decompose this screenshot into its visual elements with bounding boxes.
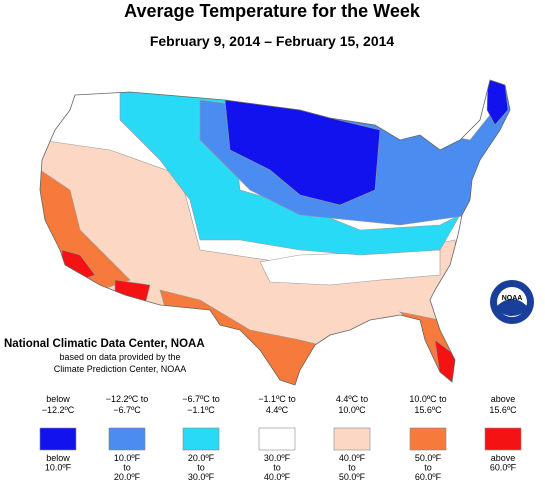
legend-swatch bbox=[484, 427, 522, 451]
credit-org: National Climatic Data Center, NOAA bbox=[4, 338, 205, 350]
logo-text: NOAA bbox=[502, 295, 523, 302]
legend-fahrenheit: 30.0ºF bbox=[264, 453, 291, 463]
legend-celsius: −6.7ºC to bbox=[182, 394, 220, 404]
legend-fahrenheit: 40.0ºF bbox=[264, 472, 291, 482]
subtitle: February 9, 2014 – February 15, 2014 bbox=[150, 33, 395, 49]
legend-fahrenheit: 20.0ºF bbox=[188, 453, 215, 463]
legend-celsius: 15.6ºC bbox=[489, 405, 517, 415]
legend-fahrenheit: 60.0ºF bbox=[490, 463, 517, 473]
legend-swatch bbox=[108, 427, 146, 451]
legend-celsius: −6.7ºC bbox=[113, 405, 141, 415]
legend-celsius: −1.1ºC to bbox=[258, 394, 296, 404]
legend-celsius: 4.4ºC bbox=[266, 405, 289, 415]
noaa-logo: NOAA bbox=[490, 280, 534, 324]
legend-celsius: 4.4ºC to bbox=[336, 394, 368, 404]
legend-fahrenheit: 30.0ºF bbox=[188, 472, 215, 482]
legend-fahrenheit: 50.0ºF bbox=[415, 453, 442, 463]
legend-fahrenheit: above bbox=[491, 453, 516, 463]
legend-fahrenheit: to bbox=[273, 463, 281, 473]
legend-swatch bbox=[182, 427, 220, 451]
legend-fahrenheit: to bbox=[197, 463, 205, 473]
legend-celsius: below bbox=[46, 394, 70, 404]
legend-fahrenheit: 50.0ºF bbox=[339, 472, 366, 482]
legend-celsius: 15.6ºC bbox=[414, 405, 442, 415]
credit-line: Climate Prediction Center, NOAA bbox=[54, 364, 187, 374]
us-outline bbox=[39, 79, 511, 386]
credit-line: based on data provided by the bbox=[59, 352, 180, 362]
legend-fahrenheit: 40.0ºF bbox=[339, 453, 366, 463]
legend-swatch bbox=[409, 427, 447, 451]
legend-fahrenheit: 20.0ºF bbox=[114, 472, 141, 482]
region bbox=[259, 249, 441, 286]
legend-fahrenheit: to bbox=[424, 463, 432, 473]
legend-fahrenheit: 10.0ºF bbox=[45, 463, 72, 473]
legend-swatch bbox=[39, 427, 77, 451]
legend-celsius: 10.0ºC to bbox=[409, 394, 446, 404]
legend-fahrenheit: to bbox=[123, 463, 131, 473]
logo-bird bbox=[497, 299, 527, 316]
legend-fahrenheit: 60.0ºF bbox=[415, 472, 442, 482]
legend-swatch bbox=[258, 427, 296, 451]
us-map bbox=[40, 80, 510, 385]
title: Average Temperature for the Week bbox=[124, 1, 421, 21]
legend-fahrenheit: to bbox=[348, 463, 356, 473]
legend-celsius: above bbox=[491, 394, 516, 404]
legend-celsius: 10.0ºC bbox=[338, 405, 366, 415]
legend-fahrenheit: below bbox=[46, 453, 70, 463]
legend-celsius: −1.1ºC bbox=[187, 405, 215, 415]
legend-fahrenheit: 10.0ºF bbox=[114, 453, 141, 463]
legend-celsius: −12.2ºC to bbox=[106, 394, 149, 404]
legend-celsius: −12.2ºC bbox=[42, 405, 75, 415]
legend-swatch bbox=[333, 427, 371, 451]
